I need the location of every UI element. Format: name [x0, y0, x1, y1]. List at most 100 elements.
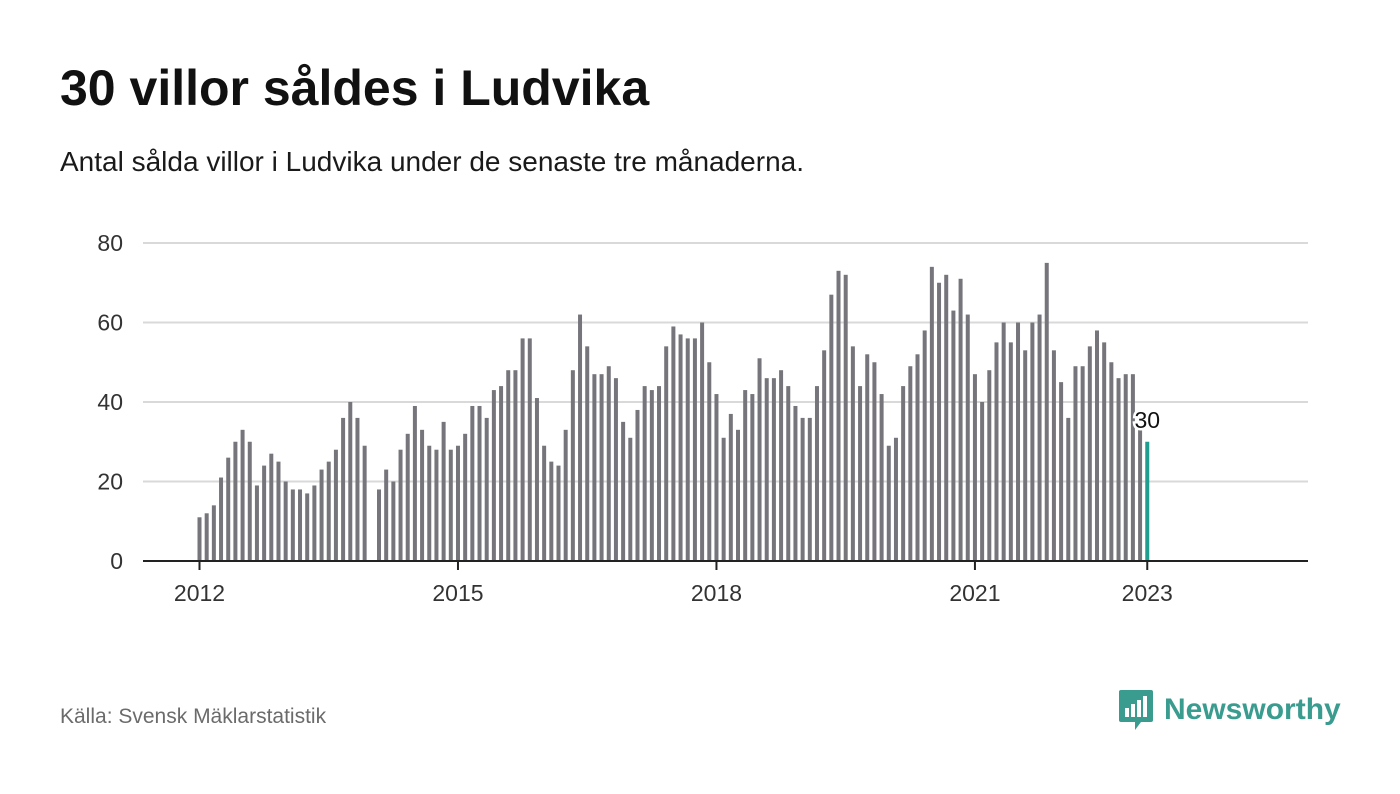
bar — [922, 330, 927, 561]
bar — [879, 394, 884, 561]
bar — [685, 338, 690, 561]
bar — [1008, 342, 1013, 561]
bar — [319, 469, 324, 561]
bar — [621, 421, 626, 561]
bar — [1073, 366, 1078, 561]
brand-logo[interactable]: Newsworthy — [1118, 688, 1341, 732]
bar — [606, 366, 611, 561]
bar — [671, 326, 676, 561]
bar — [642, 386, 647, 561]
bar — [1109, 362, 1114, 561]
bar — [764, 378, 769, 561]
bar — [707, 362, 712, 561]
bar — [405, 433, 410, 561]
y-tick-label: 0 — [110, 548, 123, 574]
bar — [599, 374, 604, 561]
bar — [657, 386, 662, 561]
bar — [197, 517, 202, 561]
bar — [1087, 346, 1092, 561]
bar — [757, 358, 762, 561]
bar — [915, 354, 920, 561]
bar — [391, 481, 396, 561]
bar — [226, 457, 231, 561]
bar — [836, 270, 841, 561]
bar — [448, 449, 453, 561]
bar — [534, 398, 539, 561]
brand-name: Newsworthy — [1164, 693, 1341, 726]
bar — [779, 370, 784, 561]
bar — [714, 394, 719, 561]
x-tick-label: 2018 — [691, 580, 742, 606]
bar — [1066, 417, 1071, 561]
bar — [736, 429, 740, 561]
bar — [893, 437, 898, 561]
bar — [994, 342, 999, 561]
bar — [1001, 322, 1006, 561]
bar-chart-speech-bubble-icon — [1119, 690, 1153, 730]
bar — [1044, 262, 1049, 561]
bar — [520, 338, 525, 561]
bar — [1059, 382, 1064, 561]
y-tick-label: 20 — [97, 469, 123, 495]
bar — [872, 362, 877, 561]
bar — [362, 445, 367, 561]
bar — [204, 513, 209, 561]
bar — [951, 310, 956, 561]
bar — [843, 274, 848, 561]
bar — [908, 366, 913, 561]
bar — [542, 445, 547, 561]
bar — [786, 386, 791, 561]
bar — [700, 322, 705, 561]
bar — [233, 441, 238, 561]
bar — [1123, 374, 1128, 561]
bar — [269, 453, 274, 561]
bar — [283, 481, 288, 561]
bar — [434, 449, 439, 561]
y-tick-label: 60 — [97, 310, 123, 336]
bar — [262, 465, 267, 561]
bar — [333, 449, 338, 561]
bar — [420, 429, 425, 561]
bar — [506, 370, 511, 561]
bar — [628, 437, 633, 561]
bar — [290, 489, 295, 561]
bar — [348, 402, 353, 561]
x-tick-label: 2023 — [1122, 580, 1173, 606]
bar — [312, 485, 317, 561]
bar — [341, 417, 346, 561]
bar — [958, 278, 963, 561]
bar — [477, 405, 482, 561]
bar — [829, 294, 834, 561]
bar — [305, 493, 310, 561]
bar — [427, 445, 432, 561]
bar — [1116, 378, 1121, 561]
highlight-value-label: 30 — [1134, 407, 1160, 433]
bar — [929, 266, 934, 561]
bar — [944, 274, 949, 561]
bar — [1095, 330, 1099, 561]
x-tick-label: 2021 — [949, 580, 1000, 606]
bar — [570, 370, 575, 561]
bar — [1130, 374, 1135, 561]
bar — [298, 489, 303, 561]
bar — [1023, 350, 1028, 561]
bar — [1102, 342, 1107, 561]
bar — [771, 378, 776, 561]
bar — [211, 505, 216, 561]
bar — [556, 465, 561, 561]
bar — [377, 489, 381, 561]
x-tick-label: 2015 — [432, 580, 483, 606]
bar — [721, 437, 726, 561]
bar — [937, 282, 942, 561]
bar — [1051, 350, 1056, 561]
bar — [743, 390, 748, 561]
bar — [901, 386, 906, 561]
axes: 0 20 40 60 80 30 2012 2015 2018 2021 2023 — [97, 230, 1308, 606]
x-tick-label: 2012 — [174, 580, 225, 606]
bar — [549, 461, 554, 561]
bar — [247, 441, 252, 561]
bar — [1037, 314, 1042, 561]
bar — [527, 338, 532, 561]
bar — [678, 334, 683, 561]
bar — [972, 374, 977, 561]
